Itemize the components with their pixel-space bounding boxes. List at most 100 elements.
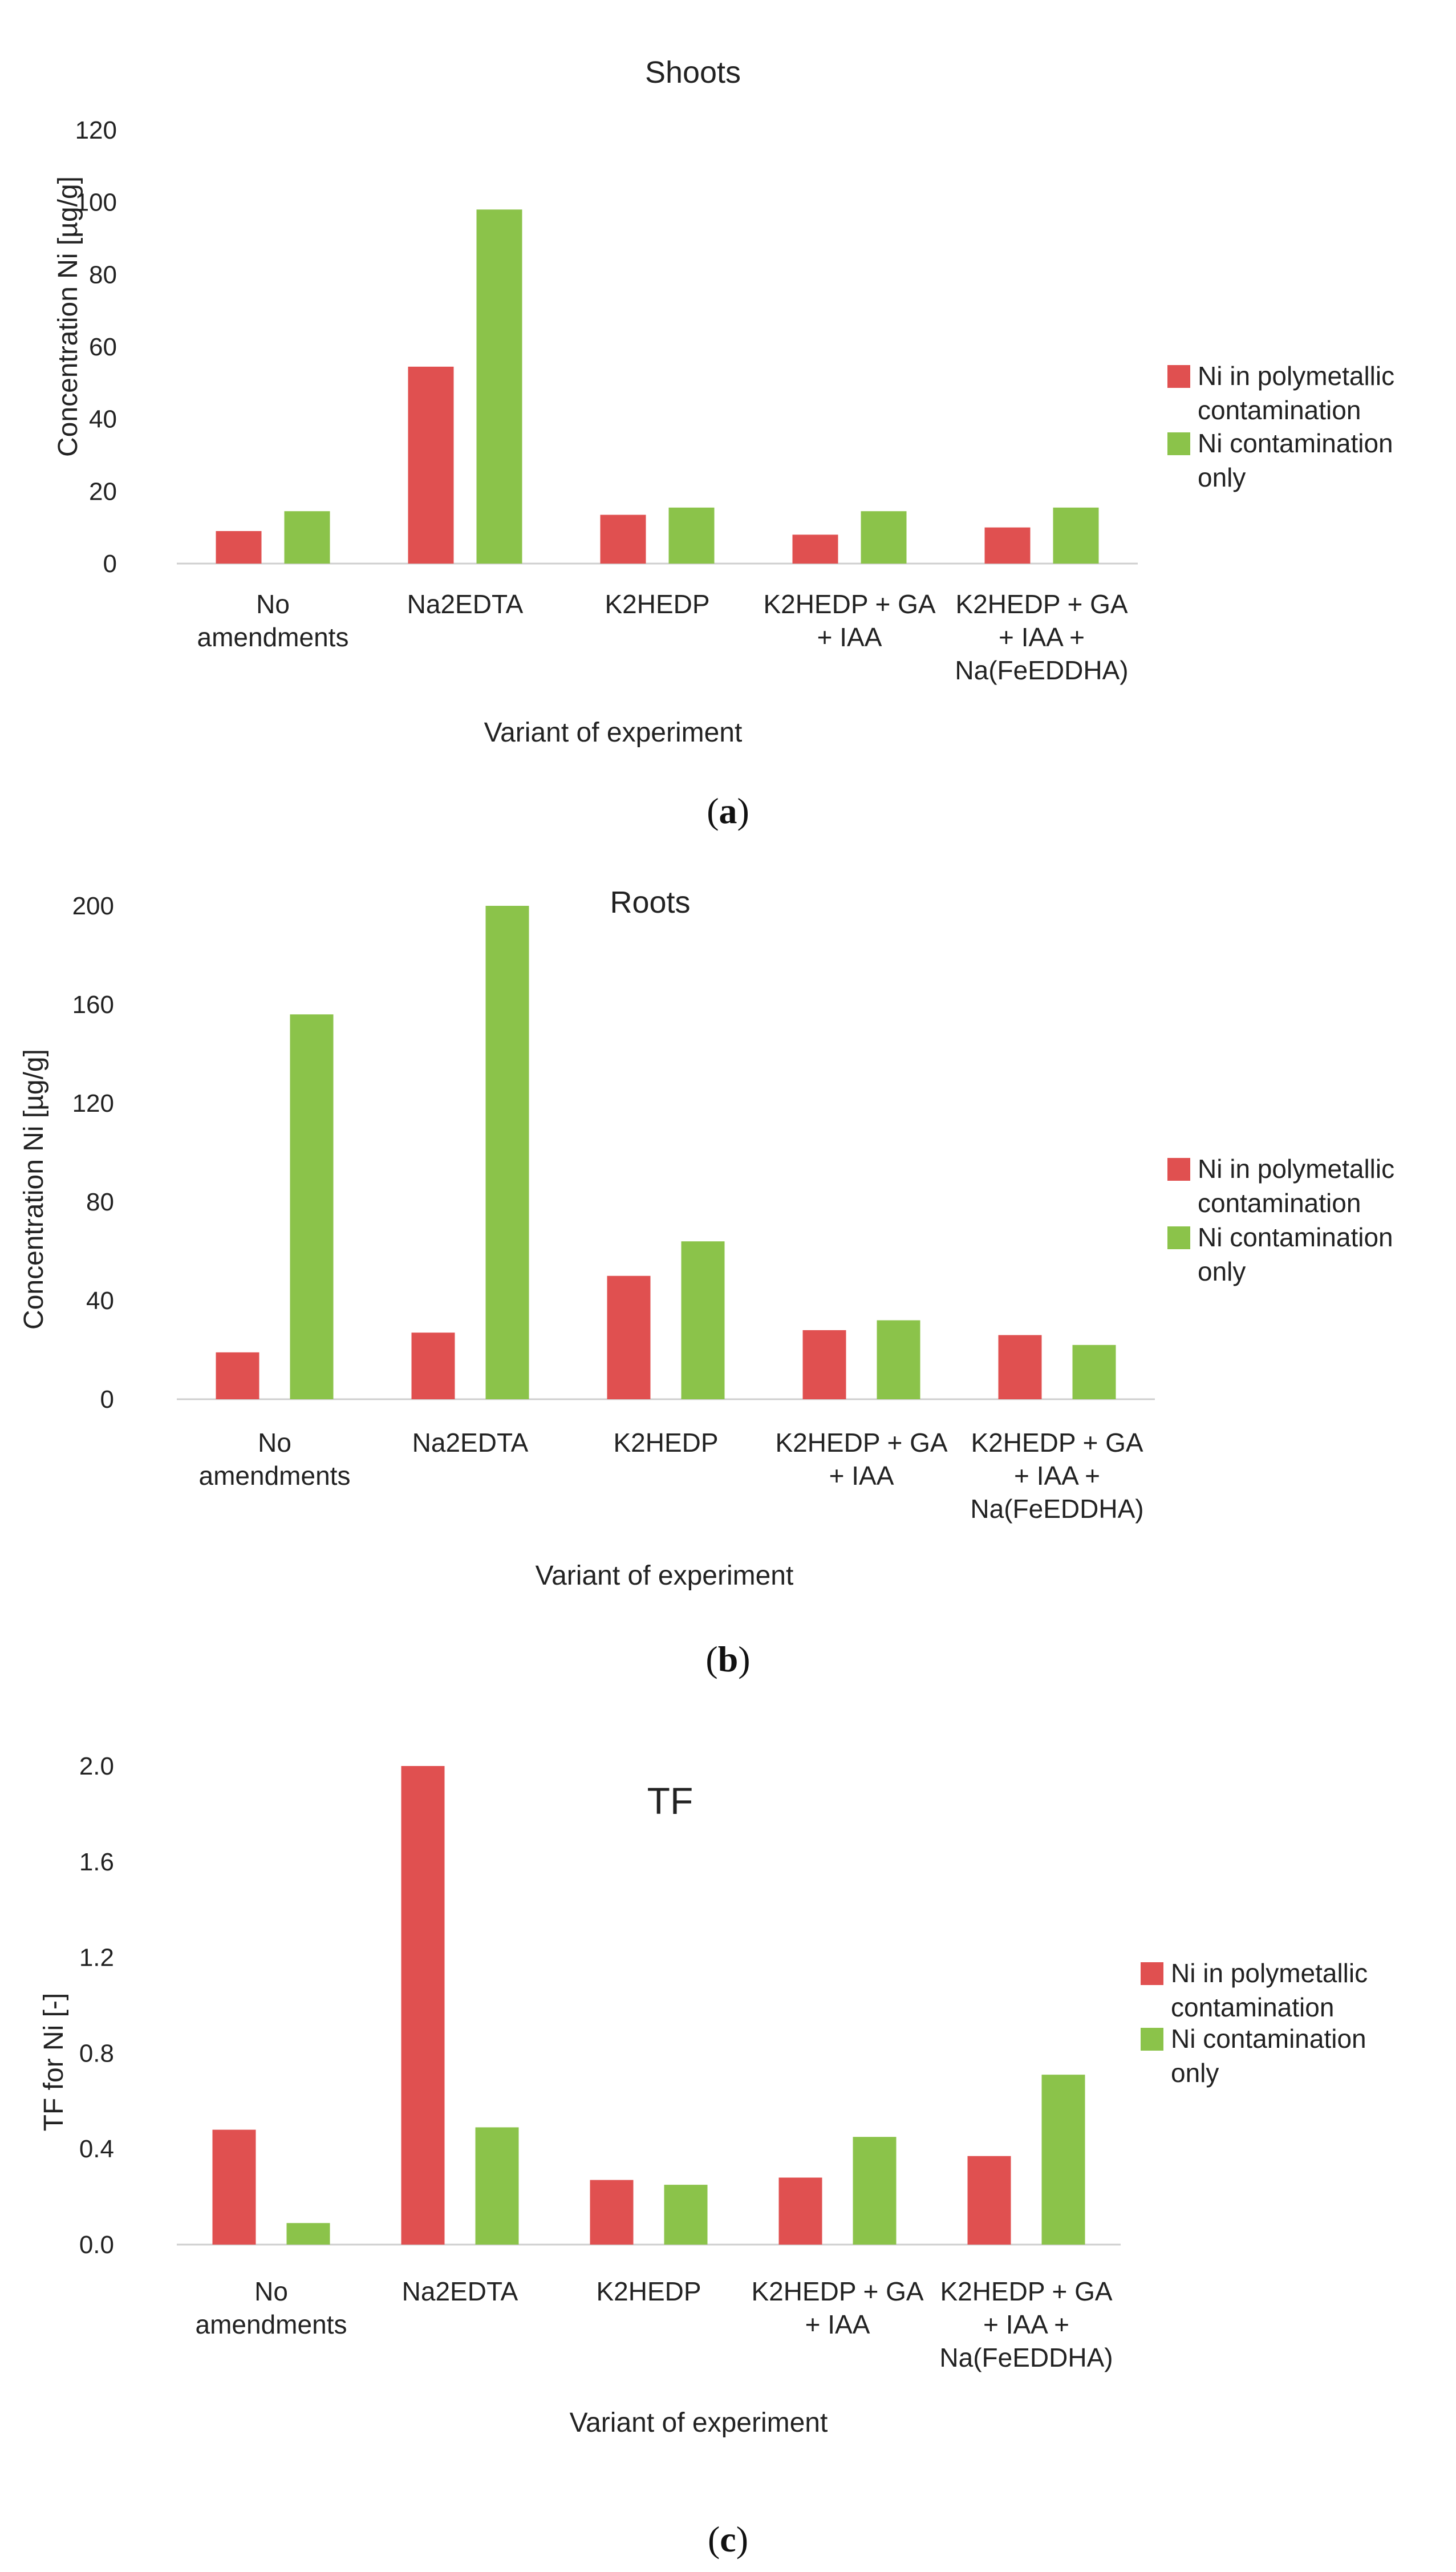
y-tick-label: 0.8 — [79, 2039, 114, 2067]
x-category-label: Na2EDTA — [412, 1428, 529, 1457]
caption-a: (a) — [707, 791, 749, 831]
y-tick-label: 2.0 — [79, 1752, 114, 1780]
x-category-label: No — [254, 2277, 288, 2306]
y-tick-label: 100 — [75, 189, 117, 217]
x-category-label: K2HEDP — [596, 2277, 701, 2306]
x-category-label: + IAA + — [1014, 1461, 1100, 1490]
x-category-label: No — [256, 589, 290, 619]
bar-series-1-3 — [590, 2180, 634, 2245]
legend-swatch-series-1 — [1167, 365, 1190, 388]
chart-title: Shoots — [645, 55, 741, 90]
bar-series-1-4 — [792, 534, 838, 564]
bar-series-1-2 — [408, 366, 454, 564]
x-category-label: K2HEDP + GA — [940, 2277, 1112, 2306]
bar-series-1-2 — [411, 1332, 455, 1399]
x-axis-label: Variant of experiment — [484, 718, 743, 748]
legend-label-series-1-cont: contamination — [1198, 395, 1361, 425]
bar-series-1-5 — [967, 2156, 1011, 2245]
chart-panel-tf: TF TF for Ni [-] Variant of experiment N… — [0, 1728, 1456, 2572]
legend-label-series-1: Ni in polymetallic — [1198, 361, 1394, 391]
x-category-label: Na(FeEDDHA) — [955, 655, 1128, 685]
y-tick-label: 1.6 — [79, 1848, 114, 1876]
legend-label-series-2-cont: only — [1171, 2058, 1219, 2088]
legend-swatch-series-1 — [1141, 1962, 1163, 1985]
x-category-label: K2HEDP — [605, 589, 709, 619]
y-tick-label: 160 — [72, 991, 114, 1019]
x-category-label: K2HEDP — [613, 1428, 718, 1457]
bar-series-1-5 — [998, 1335, 1042, 1399]
bar-series-2-4 — [853, 2137, 897, 2245]
chart-panel-roots: Roots Concentration Ni [µg/g] Variant of… — [0, 856, 1456, 1683]
x-category-label: K2HEDP + GA — [955, 589, 1128, 619]
legend-label-series-2-cont: only — [1198, 463, 1246, 492]
x-category-label: K2HEDP + GA — [775, 1428, 947, 1457]
bar-series-1-1 — [212, 2129, 256, 2245]
chart-tf: TF TF for Ni [-] Variant of experiment N… — [39, 1752, 1368, 2438]
bar-series-1-1 — [216, 1352, 259, 1399]
bar-series-2-5 — [1041, 2075, 1085, 2245]
y-tick-label: 120 — [75, 116, 117, 144]
x-category-label: Na(FeEDDHA) — [939, 2343, 1113, 2372]
chart-roots: Roots Concentration Ni [µg/g] Variant of… — [19, 885, 1394, 1591]
x-category-label: K2HEDP + GA — [763, 589, 935, 619]
legend-swatch-series-2 — [1141, 2028, 1163, 2051]
y-tick-label: 80 — [89, 261, 117, 289]
bar-series-1-1 — [216, 531, 262, 564]
legend-swatch-series-2 — [1167, 432, 1190, 455]
legend-label-series-2: Ni contamination — [1198, 1222, 1393, 1252]
y-tick-label: 40 — [86, 1287, 114, 1315]
legend: Ni in polymetallic contamination Ni cont… — [1167, 361, 1394, 492]
x-axis-label: Variant of experiment — [570, 2408, 828, 2438]
legend-swatch-series-2 — [1167, 1226, 1190, 1249]
y-tick-label: 120 — [72, 1089, 114, 1117]
x-category-label: Na2EDTA — [402, 2277, 518, 2306]
x-axis-label: Variant of experiment — [536, 1561, 794, 1591]
bar-series-2-5 — [1072, 1344, 1116, 1399]
y-tick-label: 0 — [100, 1386, 114, 1413]
caption-c: (c) — [707, 2519, 749, 2559]
y-axis-label: Concentration Ni [µg/g] — [53, 176, 83, 457]
legend-label-series-1-cont: contamination — [1171, 1992, 1334, 2022]
chart-title: TF — [647, 1780, 693, 1822]
caption-b: (b) — [705, 1639, 751, 1679]
legend-swatch-series-1 — [1167, 1158, 1190, 1181]
legend: Ni in polymetallic contamination Ni cont… — [1141, 1958, 1368, 2088]
bar-series-2-3 — [664, 2185, 708, 2245]
x-category-label: + IAA — [805, 2310, 870, 2339]
bar-series-1-3 — [600, 515, 646, 564]
bar-series-2-3 — [681, 1241, 725, 1399]
bar-series-2-2 — [475, 2127, 519, 2245]
x-category-label: Na2EDTA — [407, 589, 524, 619]
chart-shoots: Shoots Concentration Ni [µg/g] Variant o… — [53, 55, 1394, 748]
x-category-label: No — [258, 1428, 291, 1457]
legend-label-series-2-cont: only — [1198, 1257, 1246, 1286]
y-tick-label: 60 — [89, 333, 117, 361]
x-category-label: + IAA — [829, 1461, 894, 1490]
x-category-label: Na(FeEDDHA) — [970, 1494, 1143, 1524]
legend-label-series-1: Ni in polymetallic — [1198, 1154, 1394, 1184]
y-tick-label: 0.0 — [79, 2231, 114, 2259]
y-axis-label: TF for Ni [-] — [39, 1993, 69, 2132]
bar-series-2-1 — [286, 2223, 330, 2245]
x-category-label: amendments — [199, 1461, 351, 1490]
bar-series-2-5 — [1053, 507, 1099, 564]
x-category-label: K2HEDP + GA — [971, 1428, 1143, 1457]
bar-series-1-4 — [778, 2177, 822, 2245]
bar-series-1-2 — [401, 1766, 445, 2245]
bar-series-2-4 — [861, 511, 907, 564]
bar-series-2-4 — [877, 1320, 920, 1399]
y-tick-label: 80 — [86, 1188, 114, 1216]
y-tick-label: 200 — [72, 892, 114, 920]
bar-series-2-2 — [476, 209, 522, 564]
bar-series-2-2 — [485, 906, 529, 1399]
legend: Ni in polymetallic contamination Ni cont… — [1167, 1154, 1394, 1286]
x-category-label: K2HEDP + GA — [751, 2277, 923, 2306]
bar-series-2-3 — [668, 507, 715, 564]
legend-label-series-1-cont: contamination — [1198, 1188, 1361, 1218]
y-axis-label: Concentration Ni [µg/g] — [19, 1049, 49, 1330]
x-category-label: + IAA + — [999, 622, 1085, 652]
y-tick-label: 1.2 — [79, 1944, 114, 1972]
legend-label-series-1: Ni in polymetallic — [1171, 1958, 1368, 1988]
chart-title: Roots — [610, 885, 690, 920]
x-category-label: + IAA + — [983, 2310, 1069, 2339]
